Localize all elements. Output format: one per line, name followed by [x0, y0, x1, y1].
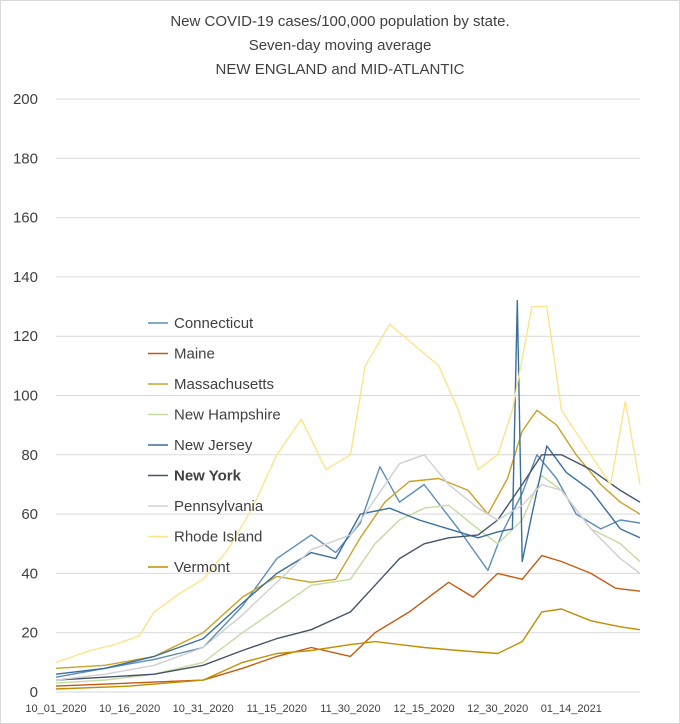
- x-tick-label: 01_14_2021: [541, 703, 602, 715]
- legend-label-connecticut: Connecticut: [174, 315, 254, 332]
- y-tick-label: 60: [21, 506, 38, 523]
- x-tick-label: 10_16_2020: [99, 703, 160, 715]
- series-line-pennsylvania: [55, 454, 641, 681]
- y-tick-label: 140: [13, 269, 38, 286]
- y-tick-label: 100: [13, 388, 38, 405]
- series-line-rhode-island: [55, 305, 641, 664]
- series-line-vermont: [55, 608, 641, 690]
- legend-label-massachusetts: Massachusetts: [174, 376, 274, 393]
- x-tick-label: 10_31_2020: [173, 703, 234, 715]
- legend-label-new-jersey: New Jersey: [174, 437, 253, 454]
- legend-label-new-york: New York: [174, 468, 242, 485]
- series-line-new-york: [55, 454, 641, 681]
- legend-label-new-hampshire: New Hampshire: [174, 407, 281, 424]
- y-tick-label: 200: [13, 91, 38, 108]
- legend: Connecticut Maine Massachusetts New Hampshi…: [148, 315, 281, 576]
- chart-title-line-1: New COVID-19 cases/100,000 population by…: [170, 13, 509, 30]
- chart-title-line-3: NEW ENGLAND and MID-ATLANTIC: [216, 61, 465, 78]
- y-tick-label: 0: [30, 684, 38, 701]
- legend-label-pennsylvania: Pennsylvania: [174, 498, 264, 515]
- legend-label-vermont: Vermont: [174, 559, 231, 576]
- legend-label-maine: Maine: [174, 346, 215, 363]
- y-tick-label: 40: [21, 565, 38, 582]
- series-line-massachusetts: [55, 409, 641, 669]
- y-tick-label: 20: [21, 625, 38, 642]
- y-tick-label: 120: [13, 328, 38, 345]
- x-tick-label: 11_15_2020: [247, 703, 307, 715]
- x-tick-label: 12_15_2020: [393, 703, 454, 715]
- y-tick-label: 80: [21, 447, 38, 464]
- chart-title: New COVID-19 cases/100,000 population by…: [170, 13, 509, 78]
- x-axis-tick-labels: 10_01_2020 10_16_2020 10_31_2020 11_15_2020…: [25, 703, 601, 715]
- chart-title-line-2: Seven-day moving average: [249, 37, 432, 54]
- y-gridlines: [56, 98, 640, 693]
- series-line-new-hampshire: [55, 474, 641, 684]
- x-tick-label: 12_30_2020: [467, 703, 528, 715]
- series-lines: [55, 299, 641, 690]
- y-tick-label: 160: [13, 210, 38, 227]
- x-tick-label: 11_30_2020: [320, 703, 380, 715]
- x-tick-label: 10_01_2020: [25, 703, 86, 715]
- series-line-maine: [55, 554, 641, 687]
- y-axis-tick-labels: 0 20 40 60 80 100 120 140 160 180 200: [13, 91, 38, 701]
- legend-label-rhode-island: Rhode Island: [174, 529, 262, 546]
- y-tick-label: 180: [13, 150, 38, 167]
